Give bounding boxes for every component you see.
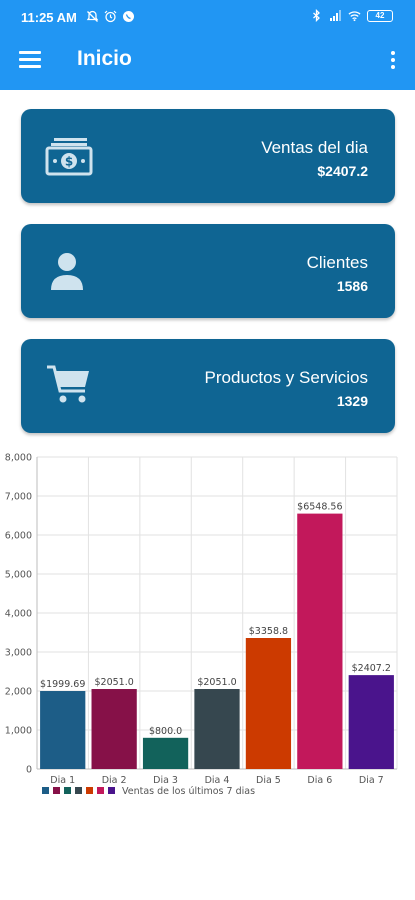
bar [297,513,343,769]
legend-swatch [42,787,49,794]
x-tick-label: Dia 5 [256,775,281,786]
legend-swatch [64,787,71,794]
products-value: 1329 [336,393,368,409]
sales-bar-chart: 0 1,000 2,000 3,000 4,000 5,000 6,000 7,000 8,00… [5,453,398,797]
bar-data-label: $2051.0 [197,677,236,688]
more-vert-icon[interactable] [389,50,397,70]
svg-text:$: $ [65,155,73,169]
y-tick-label: 5,000 [5,570,32,581]
signal-icon [330,10,341,21]
clients-label: Clientes [306,253,368,272]
x-tick-label: Dia 7 [359,775,384,786]
wifi-icon [348,11,361,22]
x-tick-label: Dia 2 [102,775,127,786]
y-tick-label: 6,000 [5,531,32,542]
legend-swatch [97,787,104,794]
legend-swatch [53,787,60,794]
legend-swatch [108,787,115,794]
y-tick-label: 7,000 [5,492,32,503]
person-icon [51,253,83,290]
products-card[interactable]: Productos y Servicios 1329 [21,339,395,433]
whatsapp-icon [123,11,134,22]
bar-data-label: $2407.2 [352,663,391,674]
sales-card[interactable]: $ Ventas del dia $2407.2 [21,109,395,203]
bar [194,689,240,769]
legend-swatch [75,787,82,794]
alarm-icon [104,10,117,23]
money-icon: $ [45,138,93,176]
legend-swatch [86,787,93,794]
legend-label: Ventas de los últimos 7 dias [122,786,255,797]
battery-icon: 42 [367,9,393,22]
bar [142,737,189,769]
y-tick-label: 4,000 [5,609,32,620]
page-title: Inicio [77,47,132,70]
status-bar: 11:25 AM 42 [0,0,415,36]
x-tick-label: Dia 4 [205,775,230,786]
clients-value: 1586 [336,278,368,294]
bar [91,689,137,769]
products-label: Productos y Servicios [204,368,368,387]
cart-icon [47,365,89,403]
y-tick-label: 0 [26,765,32,776]
bar-data-label: $2051.0 [94,677,133,688]
y-tick-label: 3,000 [5,648,32,659]
bluetooth-icon [313,9,320,22]
y-tick-label: 1,000 [5,726,32,737]
y-tick-label: 8,000 [5,453,32,464]
bar [245,638,292,769]
x-tick-label: Dia 6 [307,775,332,786]
x-tick-label: Dia 1 [50,775,75,786]
sales-value: $2407.2 [317,163,368,179]
bar-data-label: $800.0 [149,726,182,737]
bar-data-label: $6548.56 [297,502,342,513]
status-time: 11:25 AM [21,10,77,25]
notification-icons [86,10,135,23]
sales-label: Ventas del dia [261,138,368,157]
clients-card[interactable]: Clientes 1586 [21,224,395,318]
hamburger-menu-icon[interactable] [19,51,41,69]
x-tick-label: Dia 3 [153,775,178,786]
bar-data-label: $3358.8 [249,626,288,637]
bar-data-label: $1999.69 [40,679,85,690]
bar [40,691,86,769]
system-icons: 42 [310,9,393,22]
bar [348,675,394,769]
app-bar: 11:25 AM 42 Inicio [0,0,415,90]
mute-bell-icon [86,10,99,22]
y-tick-label: 2,000 [5,687,32,698]
